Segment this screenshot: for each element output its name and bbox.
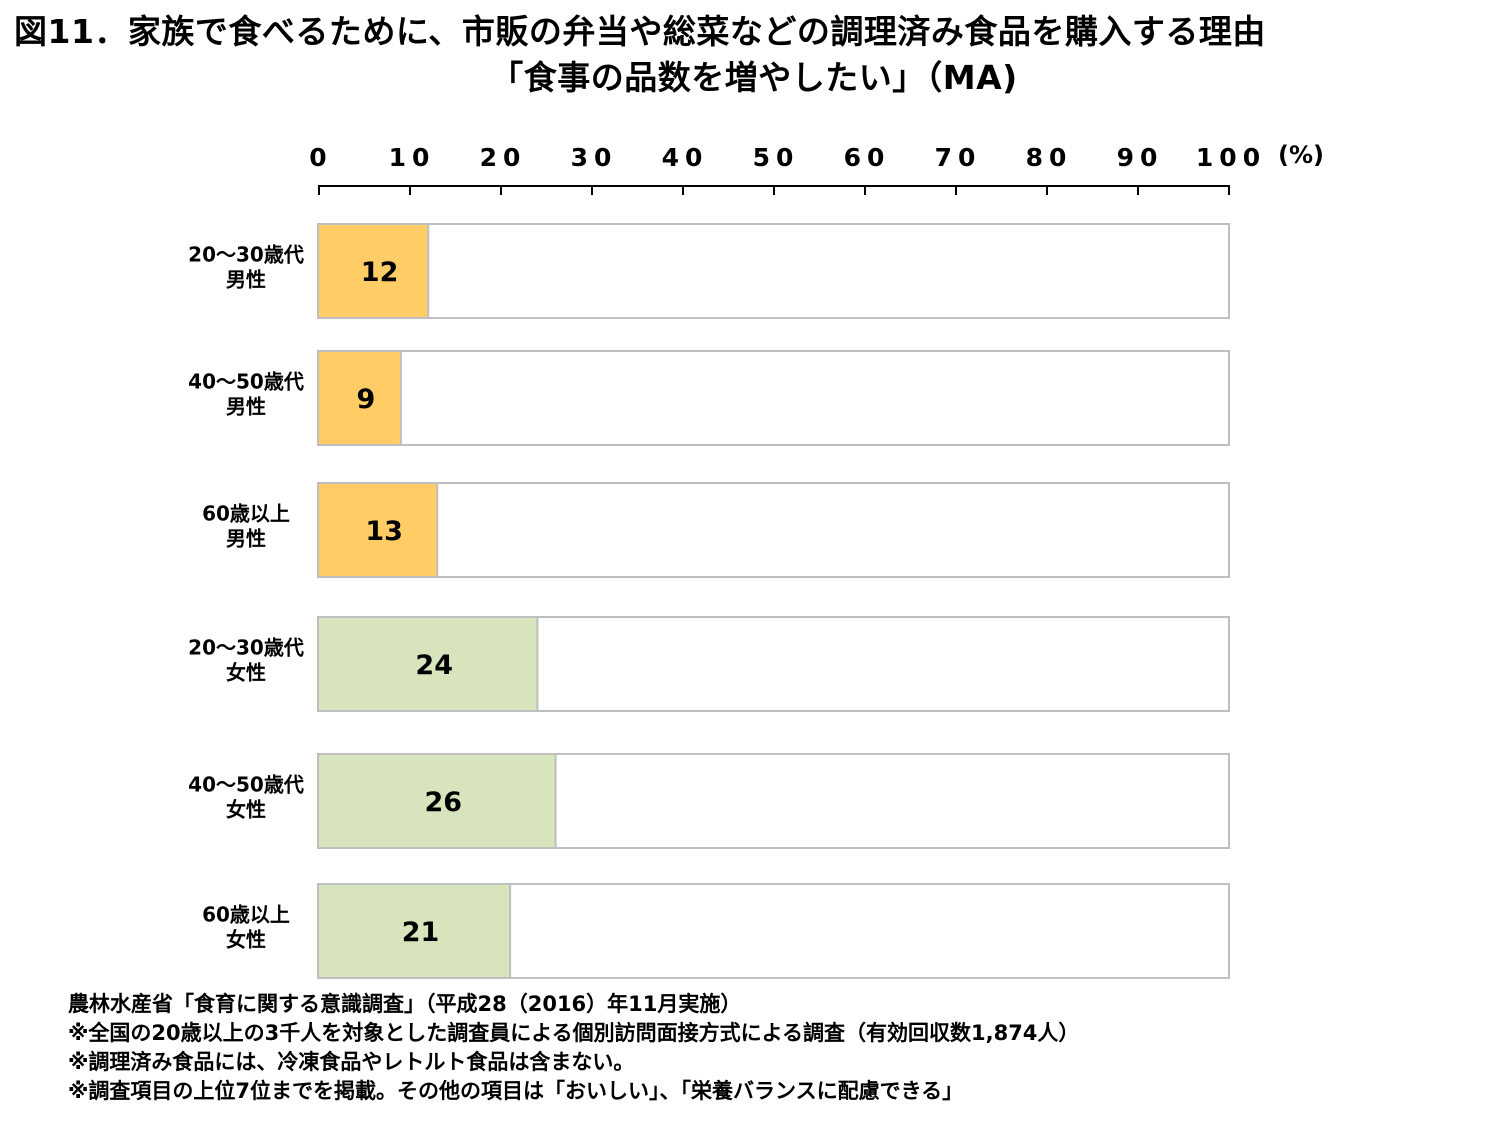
category-label: 女性 — [226, 798, 266, 822]
footnote: ※調査項目の上位7位までを掲載。その他の項目は「おいしい」、「栄養バランスに配慮… — [68, 1079, 964, 1103]
x-tick-label: 50 — [753, 143, 800, 172]
chart-title-line2: 「食事の品数を増やしたい」（MA) — [490, 58, 1018, 97]
x-tick-label: 20 — [480, 143, 527, 172]
category-label: 40～50歳代 — [188, 773, 304, 797]
category-label: 40～50歳代 — [188, 370, 304, 394]
category-label: 60歳以上 — [202, 502, 290, 526]
footnote: ※調理済み食品には、冷凍食品やレトルト食品は含まない。 — [68, 1050, 635, 1074]
source-notes: 農林水産省「食育に関する意識調査」（平成28（2016）年11月実施） ※全国の… — [68, 990, 1079, 1106]
source-note: 農林水産省「食育に関する意識調査」（平成28（2016）年11月実施） — [68, 992, 742, 1016]
data-label: 12 — [361, 257, 399, 288]
data-label: 24 — [415, 650, 453, 681]
category-label: 女性 — [226, 661, 266, 685]
bar — [317, 883, 512, 979]
x-axis-unit: (%) — [1278, 141, 1324, 169]
x-tick-label: 90 — [1117, 143, 1164, 172]
x-tick-label: 60 — [844, 143, 891, 172]
x-tick-label: 30 — [571, 143, 618, 172]
chart-title-line1: 図11．家族で食べるために、市販の弁当や総菜などの調理済み食品を購入する理由 — [14, 12, 1266, 51]
footnote: ※全国の20歳以上の3千人を対象とした調査員による個別訪問面接方式による調査（有… — [68, 1021, 1080, 1045]
x-tick-label: 70 — [935, 143, 982, 172]
category-label: 20～30歳代 — [188, 243, 304, 267]
bar — [317, 223, 430, 319]
category-label: 男性 — [226, 395, 266, 419]
x-tick-label: 0 — [309, 143, 332, 172]
x-tick-label: 80 — [1026, 143, 1073, 172]
category-label: 女性 — [226, 928, 266, 952]
category-label: 20～30歳代 — [188, 636, 304, 660]
bar — [317, 350, 402, 446]
bar — [317, 616, 539, 712]
x-tick-label: 10 — [389, 143, 436, 172]
data-label: 13 — [365, 516, 403, 547]
category-label: 男性 — [226, 268, 266, 292]
category-label: 60歳以上 — [202, 903, 290, 927]
bar-track — [317, 223, 1230, 319]
bar — [317, 753, 557, 849]
category-label: 男性 — [226, 527, 266, 551]
data-label: 26 — [425, 787, 463, 818]
data-label: 21 — [402, 917, 440, 948]
bar — [317, 482, 439, 578]
data-label: 9 — [357, 384, 376, 415]
bar-track — [317, 350, 1230, 446]
x-tick-label: 100 — [1196, 143, 1266, 172]
x-tick-label: 40 — [662, 143, 709, 172]
bar-track — [317, 482, 1230, 578]
